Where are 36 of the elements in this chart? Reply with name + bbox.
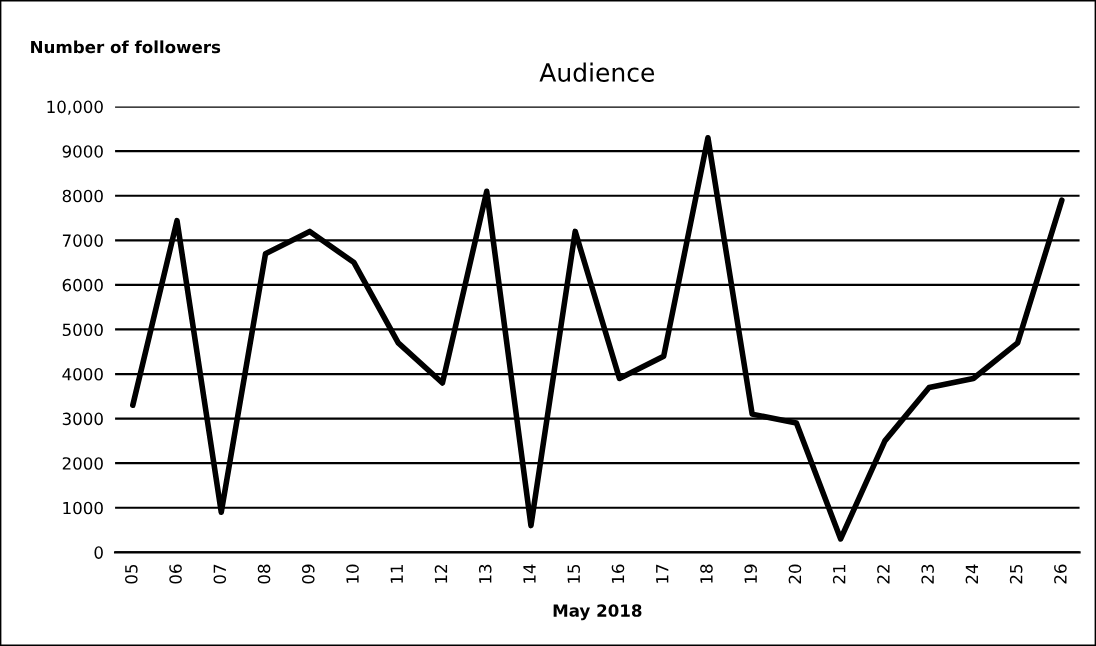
x-tick-label: 18 [700, 564, 713, 583]
x-tick-label: 12 [434, 565, 448, 583]
x-tick-label: 14 [523, 564, 536, 583]
x-tick-label: 24 [965, 564, 978, 584]
y-tick-label: 10,000 [47, 100, 103, 115]
chart-title: Audience [539, 62, 655, 82]
x-tick-label: 15 [567, 564, 581, 583]
x-tick-label: 06 [169, 564, 182, 584]
y-tick-label: 2000 [62, 457, 103, 470]
x-tick-label: 16 [611, 564, 625, 583]
x-tick-label: 11 [390, 564, 403, 583]
x-tick-label: 05 [125, 564, 138, 584]
x-tick-label: 13 [478, 564, 492, 583]
x-tick-label: 17 [656, 564, 669, 583]
y-tick-label: 0 [94, 546, 103, 559]
x-tick-label: 26 [1054, 564, 1067, 584]
x-tick-label: 19 [744, 564, 757, 583]
x-tick-label: 08 [257, 564, 271, 584]
x-tick-label: 25 [1009, 564, 1023, 584]
y-tick-label: 3000 [62, 412, 103, 426]
x-tick-label: 21 [832, 564, 846, 584]
y-tick-label: 8000 [62, 189, 103, 203]
x-axis-title: May 2018 [553, 604, 642, 621]
x-tick-label: 10 [346, 564, 359, 583]
y-tick-label: 9000 [62, 145, 103, 158]
y-tick-label: 4000 [62, 368, 103, 381]
x-tick-label: 22 [877, 565, 890, 584]
x-tick-label: 07 [213, 564, 227, 584]
y-axis-title: Number of followers [31, 40, 221, 54]
x-tick-label: 23 [921, 564, 934, 584]
y-tick-label: 1000 [63, 501, 103, 515]
x-tick-label: 09 [301, 564, 315, 584]
y-tick-label: 5000 [62, 323, 103, 337]
y-tick-label: 7000 [62, 234, 103, 247]
x-tick-label: 20 [788, 564, 802, 584]
y-tick-label: 6000 [62, 278, 103, 292]
